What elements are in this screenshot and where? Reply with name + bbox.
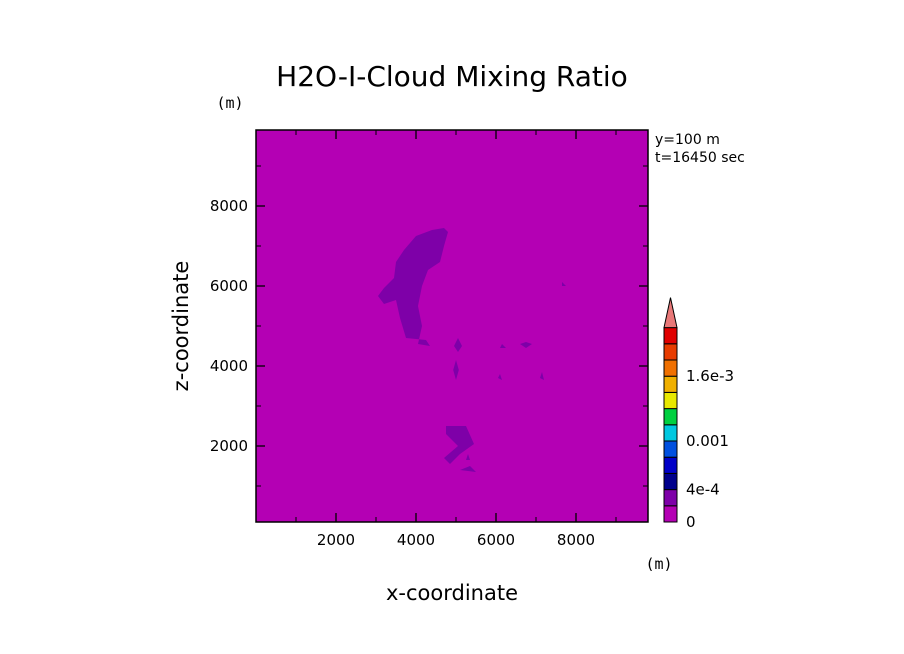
colorbar (663, 297, 678, 523)
colorbar-extend-arrow (663, 297, 678, 329)
info-time: t=16450 sec (655, 150, 745, 166)
colorbar-segment (663, 472, 678, 491)
chart-title: H2O-I-Cloud Mixing Ratio (276, 60, 628, 93)
colorbar-segment (663, 440, 678, 458)
x-axis-ticks: 2000 4000 6000 8000 (295, 130, 617, 549)
y-axis-ticks: 2000 4000 6000 8000 (210, 165, 648, 487)
x-axis-title: x-coordinate (386, 581, 518, 605)
cloud-region-2 (454, 338, 462, 352)
y-tick-label: 2000 (210, 437, 248, 455)
cloud-region-0 (378, 228, 448, 346)
colorbar-segment (663, 505, 678, 523)
y-unit-label: (m) (216, 94, 243, 112)
cloud-region-7 (540, 372, 544, 380)
colorbar-segment (663, 343, 678, 361)
colorbar-segment (663, 489, 678, 507)
colorbar-segment (663, 456, 678, 474)
y-tick-label: 4000 (210, 357, 248, 375)
cloud-region-8 (500, 344, 506, 348)
cloud-region-6 (498, 374, 502, 380)
colorbar-segment (663, 424, 678, 442)
x-tick-label: 4000 (397, 531, 435, 549)
x-tick-label: 2000 (317, 531, 355, 549)
x-unit-label: (m) (645, 555, 672, 573)
colorbar-segment (663, 327, 678, 345)
colorbar-label: 0.001 (686, 432, 729, 450)
x-tick-label: 8000 (557, 531, 595, 549)
plot-background (256, 130, 648, 522)
colorbar-segment (663, 359, 678, 377)
colorbar-label: 4e-4 (686, 481, 720, 499)
cloud-region-4 (460, 466, 476, 472)
cloud-region-10 (466, 454, 470, 460)
cloud-features (378, 228, 566, 472)
x-tick-label: 6000 (477, 531, 515, 549)
colorbar-labels: 0 4e-4 0.001 1.6e-3 (686, 367, 734, 531)
cloud-region-1 (444, 426, 474, 464)
colorbar-segment (663, 375, 678, 393)
y-tick-label: 8000 (210, 197, 248, 215)
y-axis-title: z-coordinate (169, 261, 193, 392)
cloud-region-3 (453, 360, 459, 380)
info-y-location: y=100 m (655, 132, 720, 148)
colorbar-label: 0 (686, 513, 696, 531)
colorbar-segment (663, 408, 678, 426)
colorbar-segment (663, 391, 678, 410)
cloud-region-5 (520, 342, 532, 348)
cloud-region-9 (562, 282, 566, 286)
colorbar-label: 1.6e-3 (686, 367, 734, 385)
y-tick-label: 6000 (210, 277, 248, 295)
